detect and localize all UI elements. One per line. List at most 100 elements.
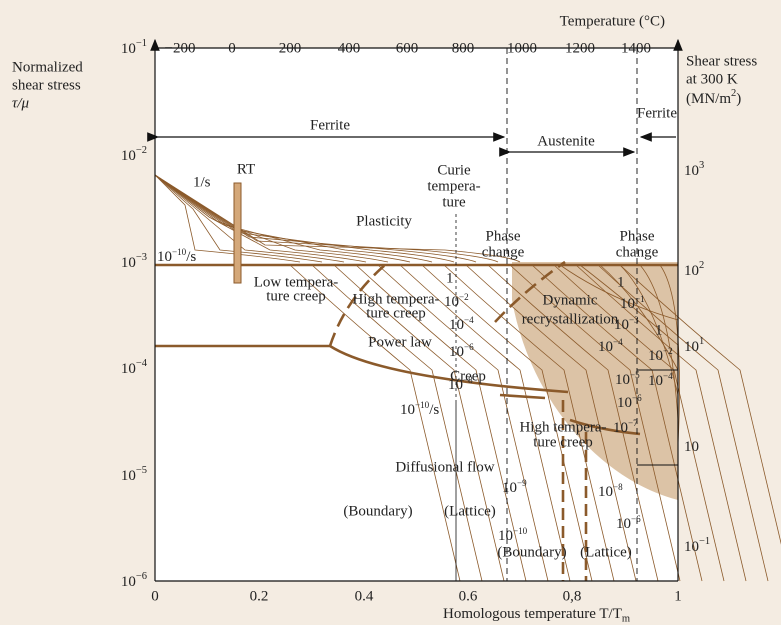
region-label: (Lattice) <box>580 544 632 560</box>
superscript: −2 <box>459 292 469 302</box>
strain-rate-label: 1 <box>655 322 663 338</box>
contour <box>579 264 679 346</box>
subscript: m <box>622 614 630 625</box>
strain-rate-label: 1 <box>617 274 625 290</box>
y2-tick-label: 102 <box>684 260 704 279</box>
contour <box>154 174 521 263</box>
contour <box>355 264 527 582</box>
contour <box>509 264 681 582</box>
superscript: −4 <box>464 315 474 325</box>
top-tick-label: −200 <box>165 40 196 56</box>
region-label: tempera- <box>427 178 480 194</box>
top-tick-label: 1200 <box>565 40 595 56</box>
contour <box>599 264 679 371</box>
superscript: −3 <box>136 252 147 263</box>
text-part: 10 <box>400 402 415 418</box>
contour <box>154 174 411 263</box>
text-part: 10 <box>614 317 629 333</box>
text-part: 10 <box>684 263 699 279</box>
superscript: 2 <box>699 260 704 271</box>
region-label: (Boundary) <box>343 503 412 519</box>
axis-title: Normalized <box>12 59 83 75</box>
axis-title: shear stress <box>12 77 81 93</box>
text-part: /s <box>429 402 439 418</box>
top-tick-label: 0 <box>228 40 236 56</box>
contour <box>575 264 747 582</box>
region-label: change <box>616 244 659 260</box>
phase-label: Ferrite <box>637 105 677 121</box>
text-part: 10 <box>684 163 699 179</box>
strain-rate-label: 10−8 <box>598 482 623 501</box>
strain-rate-label: 10−8 <box>448 375 473 394</box>
text-part: 10 <box>684 339 699 355</box>
y2-tick-label: 10 <box>684 439 699 455</box>
x-tick-label: 0.6 <box>459 588 478 604</box>
strain-rate-label: 10−6 <box>616 514 641 533</box>
y2-tick-label: 10−1 <box>684 536 710 555</box>
strain-rate-label: 10−4 <box>648 371 673 390</box>
phase-label: Ferrite <box>310 117 350 133</box>
superscript: −5 <box>630 370 640 380</box>
region-label: Dynamic <box>543 292 598 308</box>
contour <box>154 174 323 263</box>
region-label: Creep <box>450 368 486 384</box>
text-part: 10 <box>448 377 463 393</box>
region-label: (Boundary) <box>497 544 566 560</box>
superscript: −1 <box>635 294 645 304</box>
top-tick-label: 400 <box>338 40 361 56</box>
superscript: −6 <box>464 342 474 352</box>
region-label: ture <box>442 194 466 210</box>
contour <box>659 264 680 446</box>
contour <box>154 174 367 263</box>
contour <box>154 174 455 263</box>
text-part: 10 <box>616 516 631 532</box>
text-part: Homologous temperature T/T <box>443 606 622 622</box>
top-tick-label: 600 <box>396 40 419 56</box>
superscript: 2 <box>731 88 736 99</box>
contour <box>619 264 679 396</box>
contour <box>333 264 505 582</box>
region-label: Phase <box>486 228 521 244</box>
axis-title: Homologous temperature T/Tm <box>443 606 630 624</box>
contour <box>487 264 659 582</box>
text-part: 10 <box>684 539 699 555</box>
text-part: 10 <box>620 296 635 312</box>
contour <box>619 264 781 545</box>
superscript: −4 <box>613 337 623 347</box>
strain-rate-label: 10−6 <box>449 342 474 361</box>
contour <box>154 174 433 263</box>
axis-title: (MN/m2) <box>686 88 741 107</box>
contour <box>289 264 461 582</box>
strain-rate-label: 10−4 <box>449 315 474 334</box>
superscript: −6 <box>136 571 147 582</box>
strain-rate-label: 10−4 <box>598 337 623 356</box>
text-part: 10 <box>613 420 628 436</box>
superscript: −6 <box>631 514 641 524</box>
boundary <box>328 264 386 347</box>
region-label: Low tempera- <box>254 274 339 290</box>
x-tick-label: 0.4 <box>355 588 374 604</box>
text-part: 10 <box>598 484 613 500</box>
axis-title: Shear stress <box>686 53 757 69</box>
contour <box>553 264 725 582</box>
contour <box>531 264 703 582</box>
y-tick-label: 10−2 <box>121 145 147 164</box>
text-part: 10 <box>449 344 464 360</box>
text-part: 10 <box>502 480 517 496</box>
region-label: Curie <box>437 162 471 178</box>
region-label: High tempera- <box>519 419 606 435</box>
y-tick-label: 10−4 <box>121 358 148 377</box>
superscript: 3 <box>699 160 704 171</box>
strain-rate-label: 10−2 <box>444 292 469 311</box>
contour <box>311 264 483 582</box>
superscript: −2 <box>663 346 673 356</box>
strain-rate-label: 10−7 <box>613 418 638 437</box>
contour <box>443 264 615 582</box>
strain-rate-label: 10−9 <box>502 478 527 497</box>
superscript: −5 <box>136 465 147 476</box>
contour <box>154 174 477 263</box>
text-part: 10 <box>444 294 459 310</box>
strain-rate-label: 10−2 <box>648 346 673 365</box>
text-part: 10 <box>121 361 136 377</box>
